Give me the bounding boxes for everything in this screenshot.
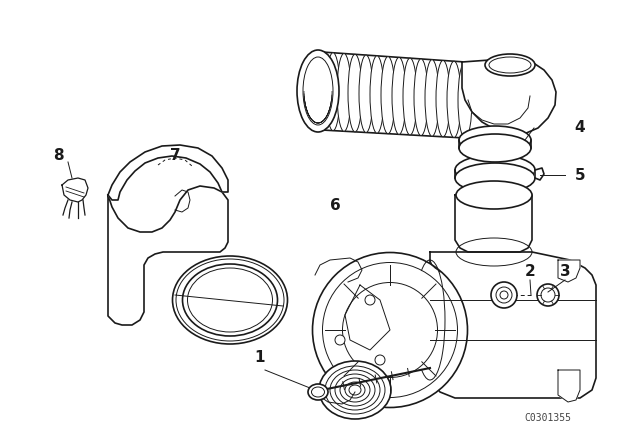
Ellipse shape	[182, 264, 278, 336]
Polygon shape	[108, 145, 228, 200]
Ellipse shape	[375, 355, 385, 365]
Ellipse shape	[436, 60, 450, 137]
Ellipse shape	[359, 55, 373, 133]
Ellipse shape	[455, 155, 535, 185]
Polygon shape	[558, 260, 580, 282]
Ellipse shape	[392, 57, 406, 134]
Ellipse shape	[337, 54, 351, 131]
Ellipse shape	[319, 361, 391, 419]
Polygon shape	[462, 58, 556, 134]
Polygon shape	[535, 168, 544, 180]
Polygon shape	[108, 186, 228, 325]
Ellipse shape	[312, 253, 467, 408]
Ellipse shape	[348, 54, 362, 132]
Ellipse shape	[459, 134, 531, 162]
Ellipse shape	[381, 56, 395, 134]
Polygon shape	[62, 178, 88, 202]
Ellipse shape	[315, 52, 329, 130]
Text: 1: 1	[255, 350, 265, 366]
Ellipse shape	[326, 53, 340, 131]
Ellipse shape	[414, 59, 428, 136]
Text: 5: 5	[575, 168, 586, 182]
Ellipse shape	[485, 54, 535, 76]
Polygon shape	[558, 370, 580, 402]
Ellipse shape	[365, 295, 375, 305]
Text: 2: 2	[525, 264, 536, 280]
Ellipse shape	[447, 61, 461, 138]
Text: 8: 8	[52, 147, 63, 163]
Text: 4: 4	[575, 121, 586, 135]
Ellipse shape	[370, 56, 384, 133]
Ellipse shape	[403, 58, 417, 135]
Ellipse shape	[425, 60, 439, 136]
Text: 7: 7	[170, 147, 180, 163]
Ellipse shape	[335, 335, 345, 345]
Ellipse shape	[173, 256, 287, 344]
Text: 3: 3	[560, 264, 570, 280]
Polygon shape	[430, 252, 596, 398]
Text: 6: 6	[330, 198, 340, 212]
Ellipse shape	[491, 282, 517, 308]
Ellipse shape	[455, 163, 535, 193]
Polygon shape	[455, 195, 532, 252]
Ellipse shape	[459, 126, 531, 154]
Ellipse shape	[297, 50, 339, 132]
Ellipse shape	[537, 284, 559, 306]
Ellipse shape	[458, 62, 472, 138]
Text: C0301355: C0301355	[525, 413, 572, 423]
Ellipse shape	[308, 384, 328, 400]
Ellipse shape	[456, 181, 532, 209]
